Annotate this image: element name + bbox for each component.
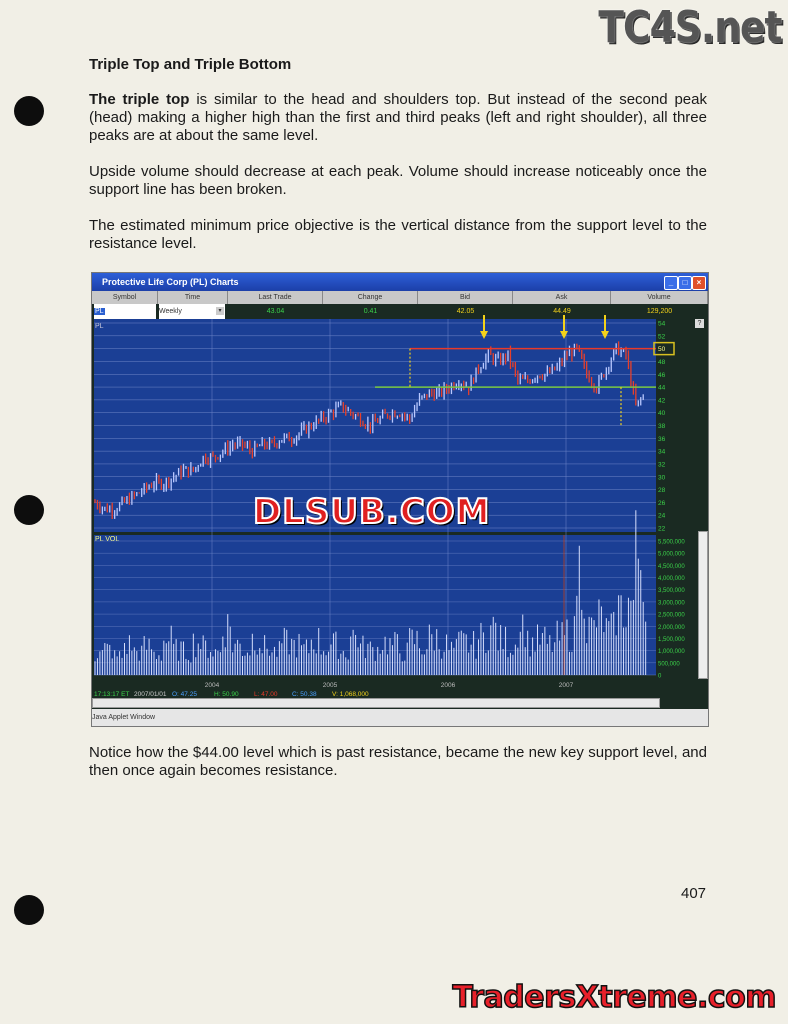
paragraph-text: is similar to the head and shoulders top… <box>89 91 707 144</box>
highlighted-price-label: 50 <box>658 346 666 353</box>
vertical-scrollbar[interactable] <box>698 531 708 679</box>
peak-arrow-head <box>480 331 488 339</box>
volume-tick-label: 3,000,000 <box>658 600 685 606</box>
page-number: 407 <box>681 885 707 902</box>
help-button[interactable]: ? <box>695 319 704 328</box>
price-tick-label: 44 <box>658 385 666 392</box>
chevron-down-icon[interactable]: ▾ <box>216 307 224 315</box>
volume-tick-label: 3,500,000 <box>658 588 685 594</box>
close-button[interactable]: × <box>692 276 706 290</box>
status-readout: L: 47.00 <box>254 691 278 698</box>
symbol-input[interactable]: PL <box>94 304 156 319</box>
symbol-value: PL <box>94 308 105 315</box>
status-readout: C: 50.38 <box>292 691 317 698</box>
price-tick-label: 30 <box>658 474 666 481</box>
price-tick-label: 32 <box>658 461 666 468</box>
volume-tick-label: 2,500,000 <box>658 613 685 619</box>
volume-panel-label: PL VOL <box>95 536 119 543</box>
maximize-button[interactable]: □ <box>678 276 692 290</box>
volume-tick-label: 4,000,000 <box>658 576 685 582</box>
dlsub-watermark: DLSUB.COM <box>252 491 491 533</box>
highlight-box <box>653 341 675 356</box>
status-readout: V: 1,068,000 <box>332 691 369 698</box>
volume-tick-label: 1,500,000 <box>658 637 685 643</box>
paragraph-1: The triple top is similar to the head an… <box>89 91 707 145</box>
column-header-symbol[interactable]: Symbol <box>92 291 158 304</box>
punch-hole <box>14 96 44 126</box>
bold-term: The triple top <box>89 91 190 108</box>
applet-label: Java Applet Window <box>92 714 156 721</box>
price-tick-label: 52 <box>658 333 666 340</box>
price-tick-label: 48 <box>658 359 666 366</box>
volume-value: 129,200 <box>646 308 673 315</box>
price-tick-label: 26 <box>658 500 666 507</box>
paragraph-2: Upside volume should decrease at each pe… <box>89 163 707 198</box>
column-header-bid[interactable]: Bid <box>418 291 513 304</box>
price-tick-label: 54 <box>658 321 666 328</box>
price-tick-label: 40 <box>658 410 666 417</box>
price-tick-label: 42 <box>658 397 666 404</box>
last-trade-value: 43.04 <box>266 308 285 315</box>
change-value: 0.41 <box>363 308 378 315</box>
price-tick-label: 24 <box>658 513 666 520</box>
window-titlebar: Protective Life Corp (PL) Charts _ □ × <box>92 273 708 291</box>
status-readout: 17:13:17 ET <box>94 691 129 698</box>
volume-tick-label: 5,000,000 <box>658 552 685 558</box>
minimize-button[interactable]: _ <box>664 276 678 290</box>
volume-tick-label: 2,000,000 <box>658 625 685 631</box>
column-header-time[interactable]: Time <box>158 291 228 304</box>
volume-tick-label: 1,000,000 <box>658 649 685 655</box>
column-header-ask[interactable]: Ask <box>513 291 611 304</box>
horizontal-scrollbar[interactable] <box>92 698 660 708</box>
punch-hole <box>14 495 44 525</box>
time-select[interactable]: Weekly ▾ <box>159 304 225 319</box>
column-header-volume[interactable]: Volume <box>611 291 708 304</box>
peak-arrow-head <box>560 331 568 339</box>
tc4s-logo: TC4S.net <box>598 2 783 53</box>
ask-value: 44.49 <box>553 308 571 315</box>
tradersxtreme-logo: TradersXtreme.com <box>452 979 777 1016</box>
volume-tick-label: 0 <box>658 674 662 680</box>
volume-panel <box>94 535 656 675</box>
status-readout: 2007/01/01 <box>134 691 167 698</box>
price-tick-label: 46 <box>658 372 666 379</box>
date-tick-label: 2007 <box>559 682 574 689</box>
status-readout: O: 47.25 <box>172 691 197 698</box>
punch-hole <box>14 895 44 925</box>
price-tick-label: 22 <box>658 526 666 533</box>
time-value: Weekly <box>159 308 182 315</box>
date-tick-label: 2004 <box>205 682 220 689</box>
price-panel-label: PL <box>95 323 104 330</box>
paragraph-3: The estimated minimum price objective is… <box>89 217 707 252</box>
bid-value: 42.05 <box>456 308 475 315</box>
volume-tick-label: 5,500,000 <box>658 540 685 546</box>
paragraph-4: Notice how the $44.00 level which is pas… <box>89 744 707 779</box>
volume-tick-label: 4,500,000 <box>658 564 685 570</box>
date-tick-label: 2005 <box>323 682 338 689</box>
column-header-last-trade[interactable]: Last Trade <box>228 291 323 304</box>
volume-tick-label: 500,000 <box>658 661 680 667</box>
section-heading: Triple Top and Triple Bottom <box>89 56 292 73</box>
price-tick-label: 28 <box>658 487 666 494</box>
peak-arrow-head <box>601 331 609 339</box>
date-tick-label: 2006 <box>441 682 456 689</box>
applet-status-bar: Java Applet Window <box>92 709 708 726</box>
window-title: Protective Life Corp (PL) Charts <box>102 277 239 287</box>
price-tick-label: 34 <box>658 449 666 456</box>
status-readout: H: 50.90 <box>214 691 239 698</box>
price-tick-label: 36 <box>658 436 666 443</box>
column-header-change[interactable]: Change <box>323 291 418 304</box>
price-tick-label: 38 <box>658 423 666 430</box>
